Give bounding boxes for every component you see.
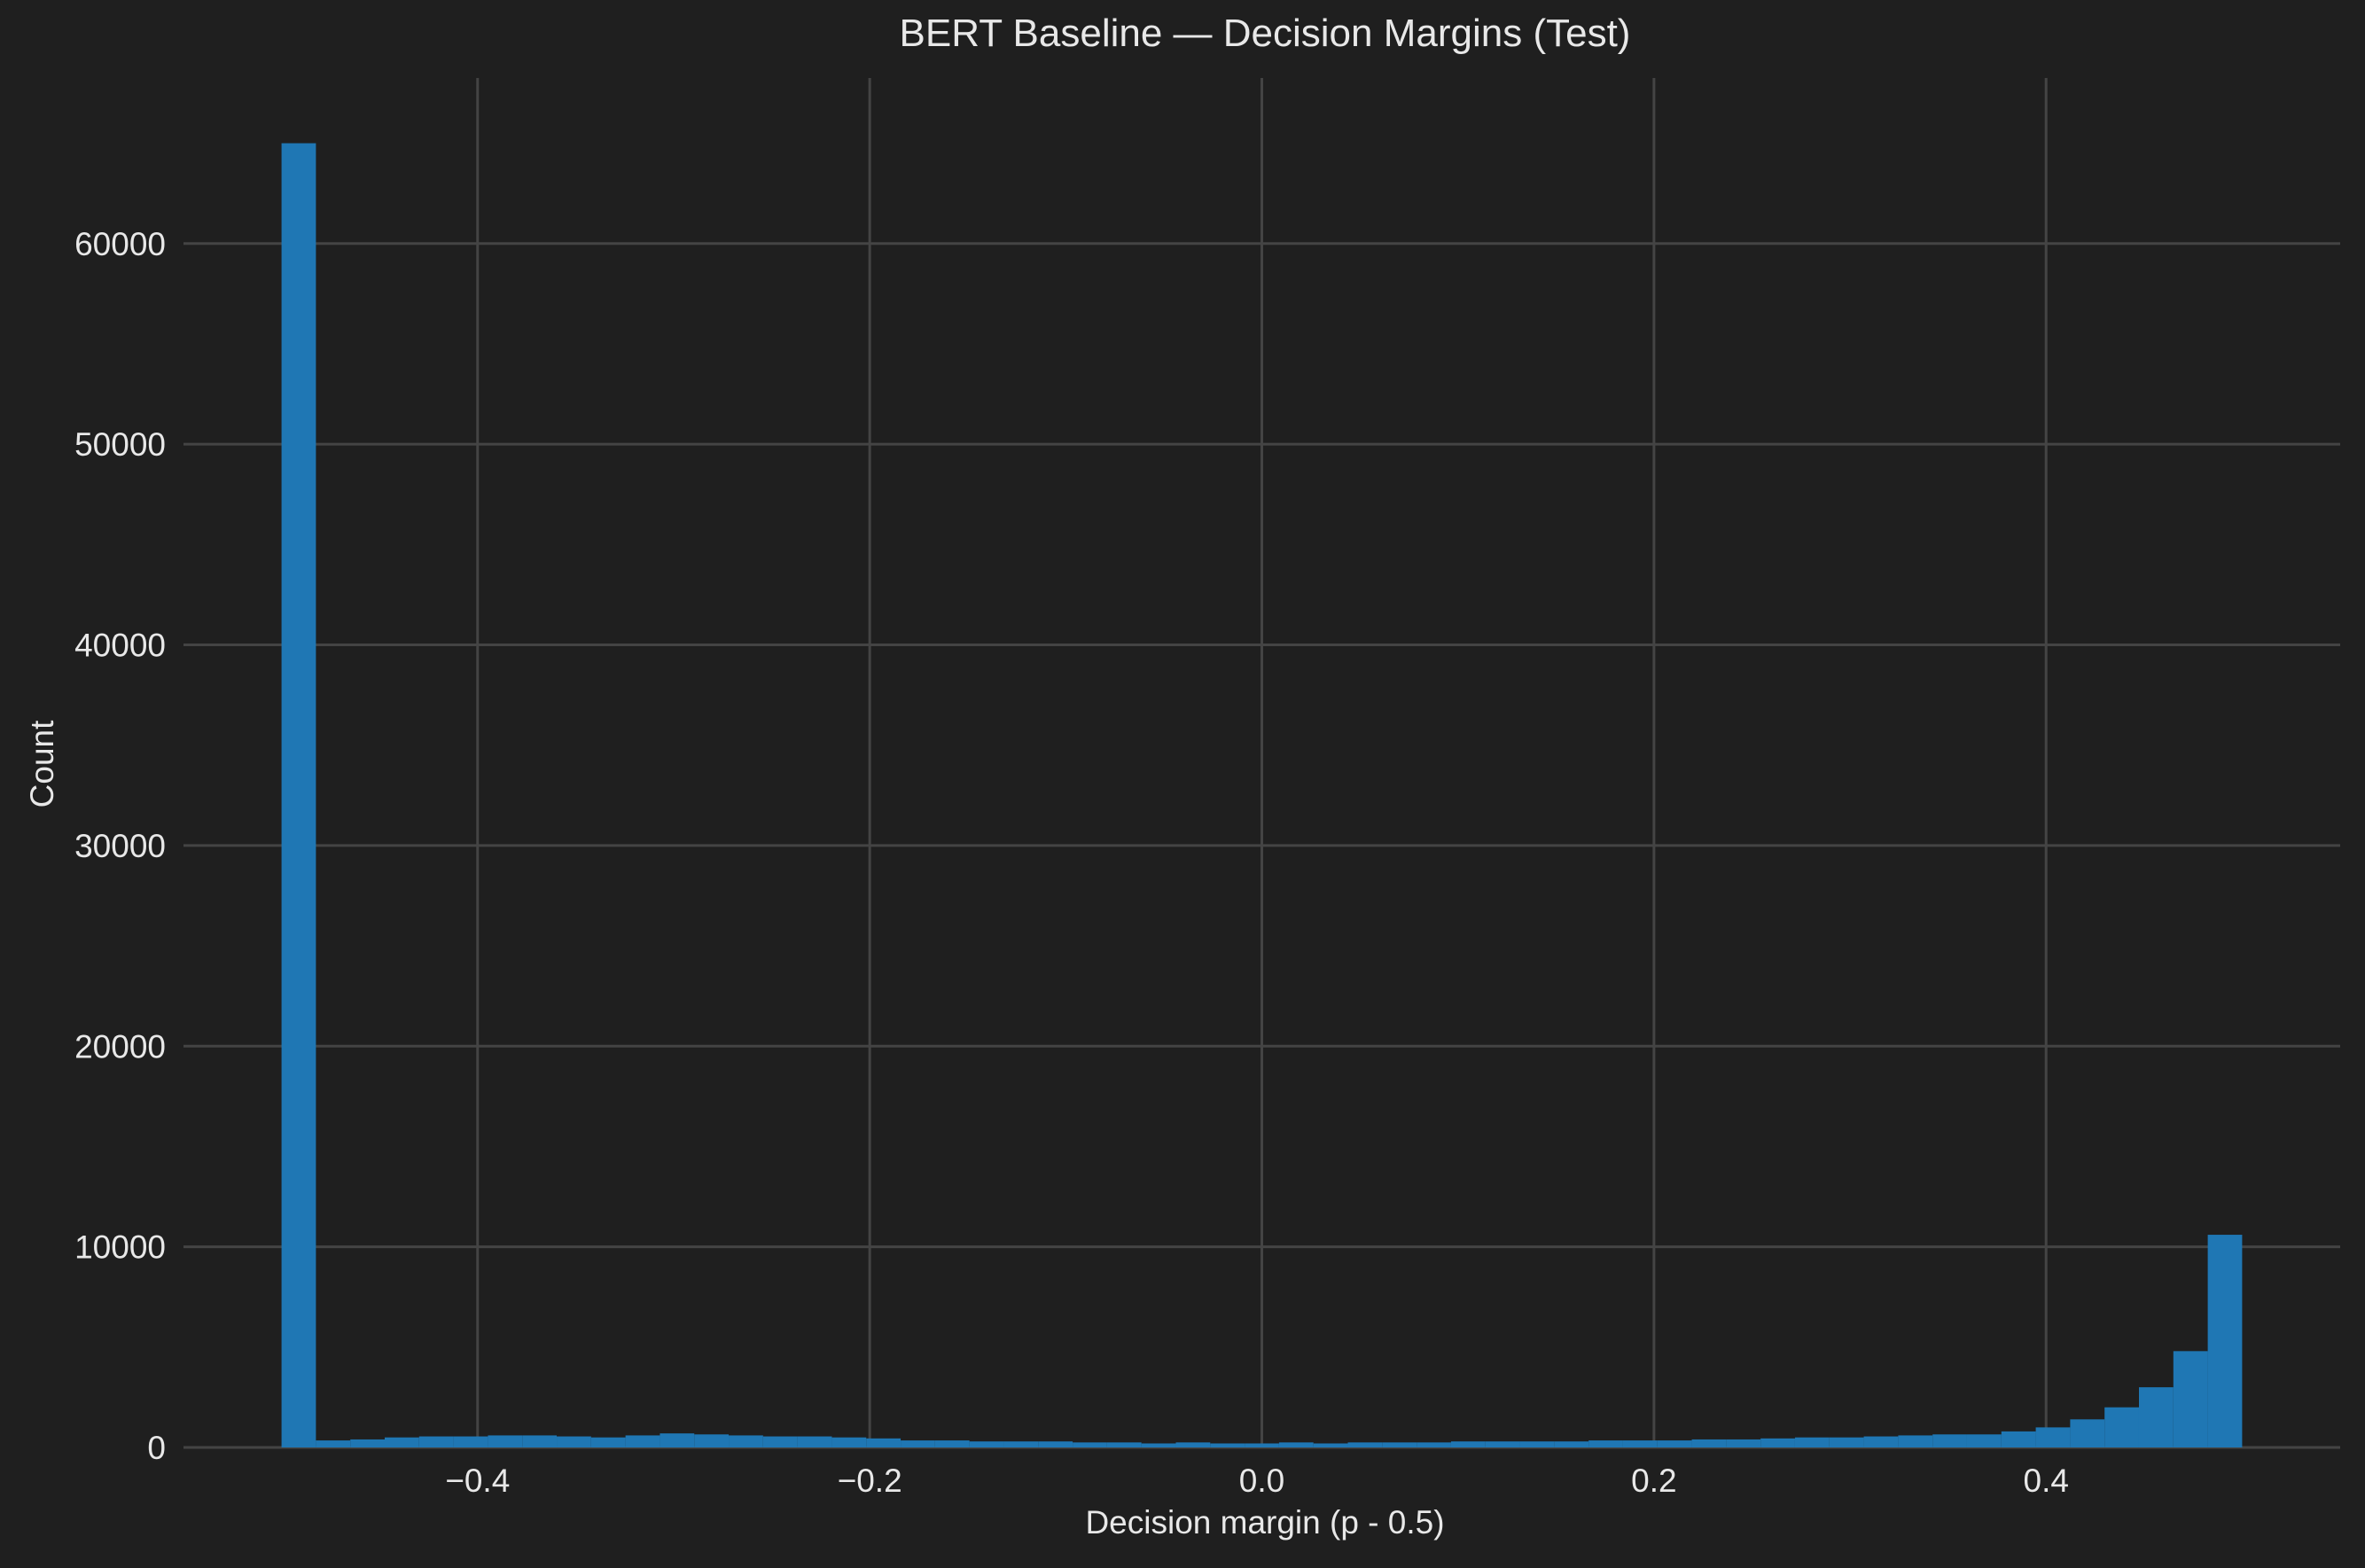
y-tick-label: 20000 bbox=[74, 1028, 166, 1065]
histogram-bar bbox=[1966, 1434, 2002, 1447]
histogram-bars bbox=[281, 143, 2243, 1448]
histogram-bar bbox=[1829, 1437, 1864, 1447]
histogram-bar bbox=[1554, 1441, 1589, 1447]
histogram-bar bbox=[660, 1433, 695, 1447]
histogram-bar bbox=[1760, 1438, 1795, 1447]
histogram-bar bbox=[1726, 1439, 1761, 1447]
histogram-bar bbox=[797, 1436, 832, 1447]
histogram-bar bbox=[1175, 1442, 1211, 1447]
y-tick-label: 0 bbox=[147, 1430, 166, 1466]
y-tick-label: 60000 bbox=[74, 226, 166, 262]
histogram-bar bbox=[418, 1436, 454, 1447]
histogram-bar bbox=[1657, 1440, 1692, 1447]
x-tick-label: 0.0 bbox=[1239, 1463, 1284, 1499]
histogram-bar bbox=[350, 1439, 386, 1447]
histogram-bar bbox=[557, 1436, 591, 1447]
histogram-bar bbox=[1622, 1440, 1658, 1447]
y-tick-labels: 0 10000 20000 30000 40000 50000 60000 bbox=[74, 226, 166, 1466]
histogram-bar bbox=[1313, 1443, 1348, 1447]
x-tick-label: 0.4 bbox=[2024, 1463, 2069, 1499]
histogram-bar bbox=[2001, 1431, 2036, 1447]
histogram-bar bbox=[625, 1435, 660, 1447]
histogram-bar bbox=[2138, 1387, 2174, 1447]
histogram-bar bbox=[281, 143, 316, 1448]
histogram-bar bbox=[1588, 1440, 1623, 1447]
histogram-bar bbox=[901, 1440, 935, 1447]
histogram-bar bbox=[1210, 1443, 1245, 1447]
histogram-bar bbox=[2035, 1427, 2071, 1447]
histogram-bar bbox=[1898, 1435, 1933, 1447]
histogram-bar bbox=[1382, 1442, 1417, 1447]
histogram-bar bbox=[1038, 1441, 1073, 1447]
x-tick-label: 0.2 bbox=[1631, 1463, 1676, 1499]
histogram-bar bbox=[2104, 1407, 2139, 1447]
x-tick-label: −0.4 bbox=[445, 1463, 510, 1499]
chart-title: BERT Baseline — Decision Margins (Test) bbox=[900, 12, 1631, 55]
histogram-bar bbox=[1278, 1442, 1314, 1447]
histogram-bar bbox=[1141, 1443, 1176, 1447]
histogram-bar bbox=[1347, 1442, 1383, 1447]
y-tick-label: 10000 bbox=[74, 1229, 166, 1266]
histogram-bar bbox=[762, 1436, 798, 1447]
histogram-bar bbox=[453, 1436, 488, 1447]
histogram-bar bbox=[590, 1437, 626, 1447]
x-tick-label: −0.2 bbox=[838, 1463, 902, 1499]
histogram-bar bbox=[2173, 1351, 2208, 1447]
histogram-bar bbox=[969, 1441, 1004, 1447]
histogram-bar bbox=[1106, 1442, 1142, 1447]
histogram-bar bbox=[2207, 1235, 2243, 1447]
histogram-bar bbox=[1932, 1434, 1967, 1447]
y-tick-label: 40000 bbox=[74, 628, 166, 664]
x-gridlines bbox=[476, 78, 2048, 1447]
histogram-bar bbox=[1519, 1441, 1555, 1447]
x-tick-labels: −0.4 −0.2 0.0 0.2 0.4 bbox=[445, 1463, 2069, 1499]
histogram-bar bbox=[831, 1437, 867, 1447]
histogram-bar bbox=[866, 1438, 902, 1447]
histogram-bar bbox=[694, 1434, 730, 1447]
histogram-bar bbox=[729, 1435, 763, 1447]
histogram-bar bbox=[1003, 1441, 1039, 1447]
histogram-bar bbox=[1245, 1443, 1279, 1447]
histogram-bar bbox=[522, 1435, 558, 1447]
y-axis-label: Count bbox=[24, 720, 60, 807]
histogram-bar bbox=[1485, 1441, 1520, 1447]
histogram-bar bbox=[1450, 1441, 1486, 1447]
histogram-bar bbox=[1691, 1439, 1727, 1447]
histogram-bar bbox=[316, 1440, 351, 1447]
histogram-bar bbox=[1863, 1436, 1899, 1447]
histogram-bar bbox=[488, 1435, 523, 1447]
histogram-bar bbox=[1417, 1442, 1451, 1447]
histogram-bar bbox=[934, 1440, 970, 1447]
histogram-bar bbox=[2070, 1419, 2105, 1447]
histogram-bar bbox=[1794, 1437, 1830, 1447]
histogram-bar bbox=[385, 1437, 419, 1447]
y-tick-label: 50000 bbox=[74, 426, 166, 463]
histogram-bar bbox=[1073, 1442, 1107, 1447]
y-tick-label: 30000 bbox=[74, 828, 166, 864]
x-axis-label: Decision margin (p - 0.5) bbox=[1085, 1504, 1444, 1541]
